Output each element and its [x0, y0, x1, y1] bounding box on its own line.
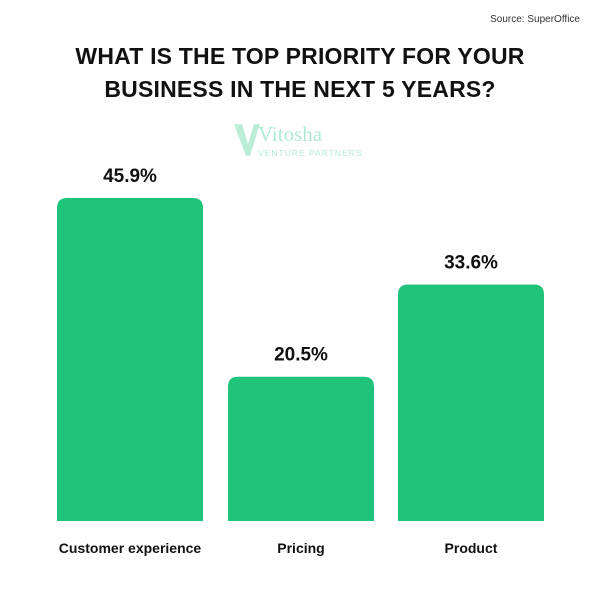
value-label: 20.5% — [274, 345, 328, 366]
chart-title: WHAT IS THE TOP PRIORITY FOR YOUR BUSINE… — [75, 43, 525, 102]
bar-pricing — [228, 376, 374, 521]
watermark-name: Vitosha — [258, 122, 323, 146]
value-label: 45.9% — [103, 166, 157, 187]
category-label: Customer experience — [59, 540, 202, 556]
category-label: Pricing — [277, 540, 324, 556]
bar-product — [398, 284, 544, 521]
watermark-subtitle: VENTURE PARTNERS — [258, 148, 363, 158]
source-note: Source: SuperOffice — [490, 14, 580, 25]
vitosha-v-icon — [234, 124, 260, 156]
bar-customer-experience — [57, 198, 203, 521]
category-label: Product — [445, 540, 498, 556]
value-label: 33.6% — [444, 253, 498, 274]
watermark-logo: Vitosha VENTURE PARTNERS — [232, 120, 382, 165]
